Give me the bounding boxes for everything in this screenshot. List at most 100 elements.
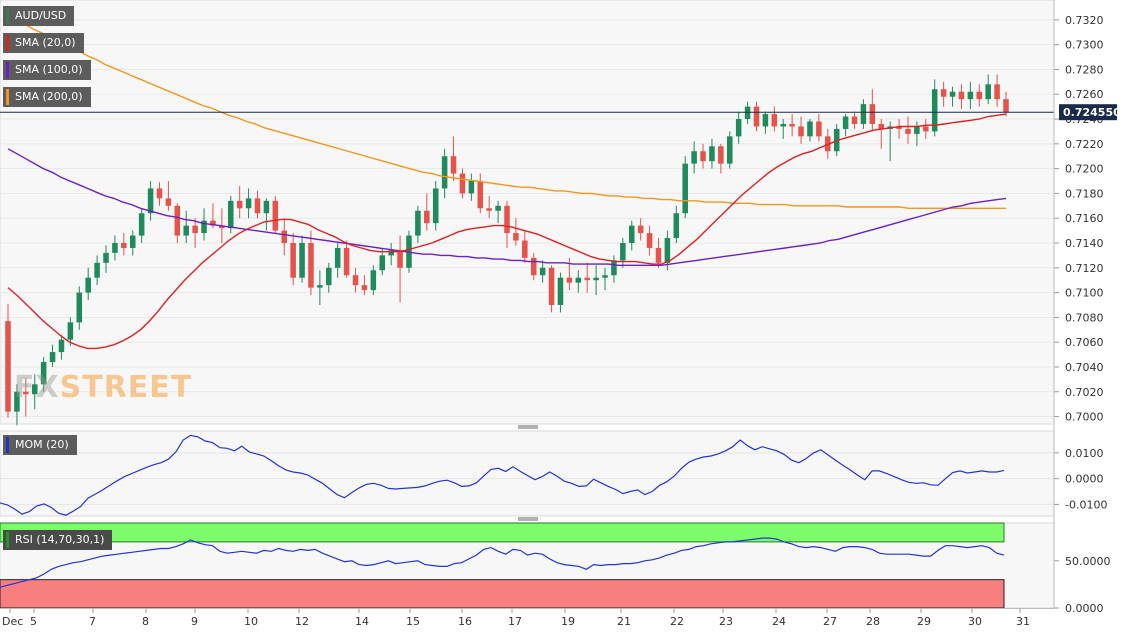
mom-color-swatch	[6, 437, 9, 453]
time-tick-label: 31	[1016, 615, 1030, 628]
price-tick-label: 0.7080	[1065, 311, 1104, 324]
time-tick-label: 14	[355, 615, 369, 628]
price-tick-label: 0.7100	[1065, 287, 1104, 300]
candle-body-down	[878, 123, 885, 129]
candle-body-up	[76, 292, 83, 323]
time-tick-label: 9	[191, 615, 198, 628]
candle-body-down	[530, 257, 537, 276]
candle-body-down	[1003, 99, 1009, 113]
legend-symbol-label: AUD/USD	[15, 9, 67, 22]
candle-body-up	[94, 262, 100, 278]
candle-body-up	[602, 275, 608, 278]
time-tick-label: 30	[968, 615, 982, 628]
rsi-tick-label: 50.0000	[1065, 555, 1111, 568]
symbol-color-swatch	[6, 8, 9, 24]
legend-sma20[interactable]: SMA (20,0)	[3, 33, 84, 53]
candle-body-up	[682, 163, 688, 214]
candle-body-up	[201, 220, 207, 234]
price-tick-label: 0.7180	[1065, 187, 1104, 200]
rsi-tick-label: 0.0000	[1065, 602, 1104, 615]
sma200-line	[7, 15, 1006, 210]
candle-body-down	[655, 247, 662, 263]
candle-body-down	[459, 173, 466, 194]
candle-body-down	[5, 321, 11, 412]
legend-symbol[interactable]: AUD/USD	[3, 6, 75, 26]
candle-body-down	[23, 391, 29, 395]
candle-body-up	[985, 84, 991, 100]
candle-body-up	[842, 116, 849, 129]
time-tick-label: 12	[295, 615, 309, 628]
candle-body-up	[388, 250, 394, 256]
legend-sma100-label: SMA (100,0)	[15, 63, 83, 76]
candle-body-up	[14, 391, 20, 412]
legend-rsi-label: RSI (14,70,30,1)	[15, 533, 105, 546]
candle-body-up	[664, 238, 671, 263]
sma100-line	[7, 148, 1007, 266]
candle-body-down	[236, 200, 243, 209]
time-tick-label: 5	[30, 615, 37, 628]
candle-body-down	[210, 220, 216, 226]
legend-sma200[interactable]: SMA (200,0)	[3, 87, 91, 107]
candle-body-up	[317, 285, 323, 288]
candle-body-down	[753, 106, 760, 127]
candle-body-up	[575, 277, 582, 283]
rsi-oversold-zone	[0, 579, 1005, 609]
candle-body-down	[994, 84, 1000, 100]
candle-body-down	[352, 275, 359, 286]
mom-line	[0, 434, 1005, 516]
price-tick-label: 0.7160	[1065, 212, 1104, 225]
candle-body-up	[780, 123, 786, 127]
candle-body-up	[58, 339, 65, 353]
last-price-tag-label: 0.724550	[1063, 106, 1121, 119]
candle-body-up	[949, 91, 956, 97]
candle-body-down	[343, 247, 350, 276]
candle-body-up	[31, 384, 38, 395]
time-tick-label: 19	[561, 615, 575, 628]
time-tick-label: 15	[406, 615, 420, 628]
price-tick-label: 0.7200	[1065, 163, 1104, 176]
sma20-line	[7, 113, 1007, 350]
price-tick-label: 0.7280	[1065, 63, 1104, 76]
time-tick-label: 27	[823, 615, 837, 628]
sma20-color-swatch	[6, 35, 9, 51]
momentum-series	[0, 434, 1005, 516]
candle-body-down	[940, 89, 947, 97]
candle-body-down	[798, 126, 804, 137]
candle-body-down	[477, 181, 484, 209]
candle-body-up	[147, 188, 154, 214]
candle-body-down	[272, 200, 279, 231]
candle-body-down	[637, 225, 644, 234]
candle-body-down	[219, 225, 225, 229]
legend-sma100[interactable]: SMA (100,0)	[3, 60, 91, 80]
watermark-fx: FX	[14, 370, 60, 405]
candle-body-up	[735, 119, 742, 137]
time-tick-label: 16	[458, 615, 472, 628]
candle-body-down	[851, 116, 858, 124]
candle-body-up	[415, 210, 421, 236]
time-tick-label: 24	[772, 615, 786, 628]
legend-mom[interactable]: MOM (20)	[3, 435, 77, 455]
time-tick-label: 22	[670, 615, 684, 628]
candle-body-up	[967, 91, 974, 100]
last-price-tag	[1059, 104, 1117, 121]
legend-rsi[interactable]: RSI (14,70,30,1)	[3, 530, 113, 550]
price-tick-label: 0.7260	[1065, 88, 1104, 101]
candle-body-up	[40, 362, 47, 385]
candle-body-down	[156, 188, 163, 199]
sma100-color-swatch	[6, 62, 9, 78]
price-tick-label: 0.7060	[1065, 336, 1104, 349]
candle-body-down	[700, 151, 706, 162]
candle-body-up	[691, 151, 697, 164]
candle-body-up	[620, 242, 626, 261]
candle-body-up	[299, 242, 305, 278]
candle-body-up	[85, 277, 91, 293]
candlestick-series	[5, 74, 1009, 426]
candle-body-down	[923, 126, 929, 132]
legend-sma20-label: SMA (20,0)	[15, 36, 76, 49]
candle-body-down	[958, 91, 965, 100]
price-tick-label: 0.7300	[1065, 39, 1104, 52]
candle-body-up	[432, 188, 439, 224]
rsi-series	[0, 522, 1005, 609]
candle-body-up	[49, 352, 56, 363]
